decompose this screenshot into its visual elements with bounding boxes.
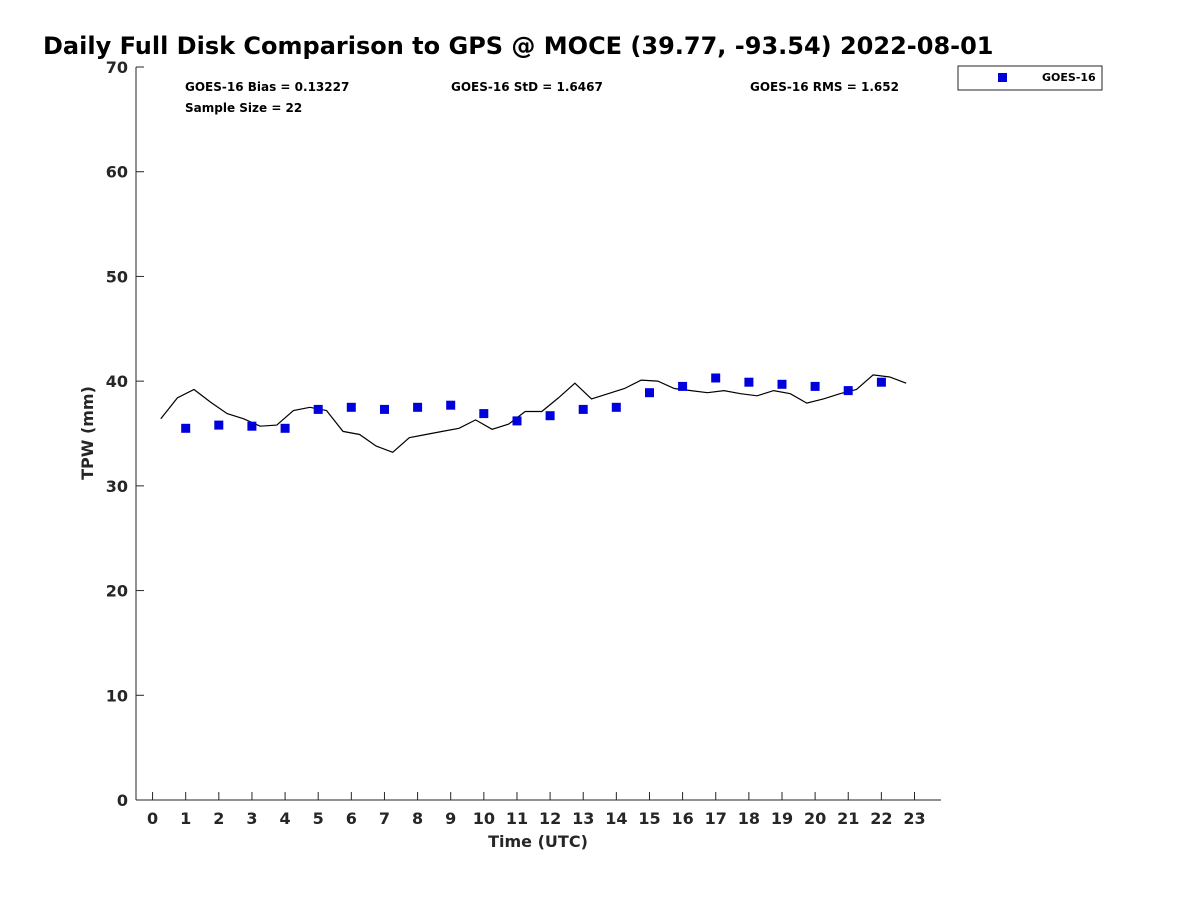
goes-16-point <box>611 402 621 412</box>
y-ticks: 0 10 20 30 40 50 60 70 <box>106 58 144 810</box>
rms-annotation: GOES-16 RMS = 1.652 <box>750 80 899 94</box>
y-tick-label: 20 <box>106 582 128 601</box>
x-tick-label: 15 <box>638 809 660 828</box>
goes-16-point <box>313 404 323 414</box>
x-tick-label: 3 <box>246 809 257 828</box>
x-tick-label: 17 <box>705 809 727 828</box>
y-tick-label: 40 <box>106 372 128 391</box>
x-tick-label: 22 <box>870 809 892 828</box>
goes-16-point <box>380 404 389 414</box>
goes-16-point <box>181 423 191 433</box>
x-tick-label: 23 <box>903 809 925 828</box>
y-tick-label: 30 <box>106 477 128 496</box>
x-tick-label: 14 <box>605 809 627 828</box>
goes-16-point <box>247 421 257 431</box>
y-tick-label: 50 <box>106 267 128 286</box>
x-ticks: 0 1 2 3 4 5 6 7 8 9 10 11 12 13 14 15 16 17 18 19 20 21 22 23 <box>147 792 926 828</box>
goes-16-point <box>446 400 456 410</box>
goes-16-point <box>545 411 555 421</box>
x-tick-label: 0 <box>147 809 158 828</box>
bias-annotation: GOES-16 Bias = 0.13227 <box>185 80 349 94</box>
goes-16-point <box>413 402 423 412</box>
goes-16-series-points <box>181 373 886 433</box>
x-tick-label: 19 <box>771 809 793 828</box>
goes-16-point <box>578 404 588 414</box>
x-tick-label: 12 <box>539 809 561 828</box>
x-tick-label: 6 <box>346 809 357 828</box>
sample-size-annotation: Sample Size = 22 <box>185 101 302 115</box>
x-tick-label: 9 <box>445 809 456 828</box>
x-tick-label: 2 <box>213 809 224 828</box>
x-tick-label: 11 <box>506 809 528 828</box>
goes-16-point <box>711 373 721 383</box>
goes-16-point <box>645 388 654 398</box>
goes-16-point <box>777 379 787 389</box>
y-tick-label: 60 <box>106 163 128 182</box>
goes-16-point <box>479 409 489 419</box>
goes-16-point <box>214 420 224 430</box>
x-tick-label: 10 <box>473 809 495 828</box>
x-tick-label: 1 <box>180 809 191 828</box>
legend-label-goes-16: GOES-16 <box>1042 71 1096 84</box>
goes-16-point <box>843 386 853 396</box>
x-tick-label: 20 <box>804 809 826 828</box>
legend: GOES-16 <box>957 65 1103 91</box>
goes-16-point <box>346 402 356 412</box>
goes-16-point <box>678 381 688 391</box>
goes-16-point <box>876 377 886 387</box>
goes-16-point <box>810 381 820 391</box>
chart-title: Daily Full Disk Comparison to GPS @ MOCE… <box>43 32 994 60</box>
goes-16-point <box>512 416 522 426</box>
goes-16-point <box>744 377 754 387</box>
x-tick-label: 7 <box>379 809 390 828</box>
legend-marker-goes-16 <box>998 73 1007 82</box>
y-tick-label: 70 <box>106 58 128 77</box>
gps-series-line <box>160 374 907 453</box>
std-annotation: GOES-16 StD = 1.6467 <box>451 80 603 94</box>
x-tick-label: 4 <box>280 809 291 828</box>
x-tick-label: 21 <box>837 809 859 828</box>
x-axis-label: Time (UTC) <box>488 832 588 851</box>
y-axis-label: TPW (mm) <box>78 386 97 480</box>
goes-16-point <box>280 423 290 433</box>
legend-box <box>957 65 1103 91</box>
x-tick-label: 5 <box>313 809 324 828</box>
x-tick-label: 13 <box>572 809 594 828</box>
y-tick-label: 10 <box>106 686 128 705</box>
x-tick-label: 18 <box>738 809 760 828</box>
y-tick-label: 0 <box>117 791 128 810</box>
x-tick-label: 16 <box>671 809 693 828</box>
x-tick-label: 8 <box>412 809 423 828</box>
